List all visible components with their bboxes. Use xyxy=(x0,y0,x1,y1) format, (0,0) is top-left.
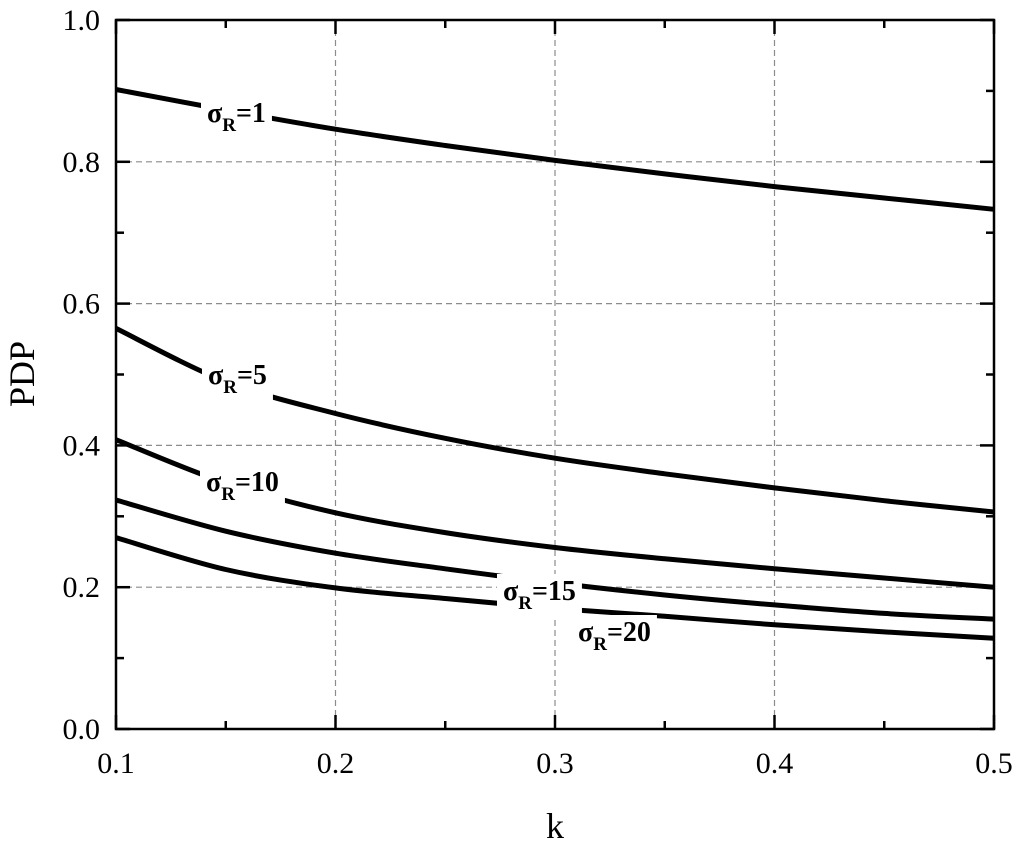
series-label-1: σR=1 xyxy=(201,96,272,138)
series-label-bg xyxy=(572,615,657,657)
x-tick-label: 0.1 xyxy=(97,747,135,780)
series-label-text: σR=20 xyxy=(578,617,651,655)
series-label-symbol: σ xyxy=(206,467,222,498)
series-label-4: σR=15 xyxy=(497,574,582,616)
series-label-subscript: R xyxy=(593,634,607,655)
series-label-subscript: R xyxy=(222,115,236,136)
y-axis-label: PDP xyxy=(2,341,42,407)
series-label-symbol: σ xyxy=(207,98,223,129)
y-tick-label: 0.0 xyxy=(63,713,101,746)
series-label-bg xyxy=(202,358,273,400)
series-label-symbol: σ xyxy=(208,360,224,391)
series-label-bg xyxy=(201,96,272,138)
y-tick-label: 0.4 xyxy=(63,429,101,462)
series-label-subscript: R xyxy=(518,593,532,614)
series-label-subscript: R xyxy=(221,484,235,505)
series-label-text: σR=5 xyxy=(208,360,267,398)
series-label-5: σR=20 xyxy=(572,615,657,657)
y-tick-label: 0.6 xyxy=(63,288,101,321)
series-label-value: =20 xyxy=(607,617,651,648)
x-axis-label: k xyxy=(546,806,564,846)
x-tick-label: 0.2 xyxy=(317,747,355,780)
series-label-value: =15 xyxy=(532,576,576,607)
y-tick-labels: 0.0 0.2 0.4 0.6 0.8 1.0 xyxy=(63,4,101,746)
y-tick-label: 1.0 xyxy=(63,4,101,37)
series-label-text: σR=15 xyxy=(503,576,576,614)
axis-ticks xyxy=(114,18,996,731)
series-label-bg xyxy=(497,574,582,616)
series-label-value: =10 xyxy=(235,467,279,498)
x-tick-label: 0.4 xyxy=(756,747,794,780)
series-label-subscript: R xyxy=(223,377,237,398)
x-tick-labels: 0.1 0.2 0.3 0.4 0.5 xyxy=(97,747,1013,780)
x-tick-label: 0.5 xyxy=(975,747,1013,780)
series-label-text: σR=1 xyxy=(207,98,266,136)
series-label-2: σR=5 xyxy=(202,358,273,400)
series-label-text: σR=10 xyxy=(206,467,279,505)
x-tick-label: 0.3 xyxy=(536,747,574,780)
series-label-value: =5 xyxy=(237,360,267,391)
series-label-bg xyxy=(200,465,285,507)
series-label-3: σR=10 xyxy=(200,465,285,507)
series-label-symbol: σ xyxy=(578,617,594,648)
series-label-value: =1 xyxy=(236,98,266,129)
series-label-symbol: σ xyxy=(503,576,519,607)
y-tick-label: 0.8 xyxy=(63,146,101,179)
y-tick-label: 0.2 xyxy=(63,571,101,604)
